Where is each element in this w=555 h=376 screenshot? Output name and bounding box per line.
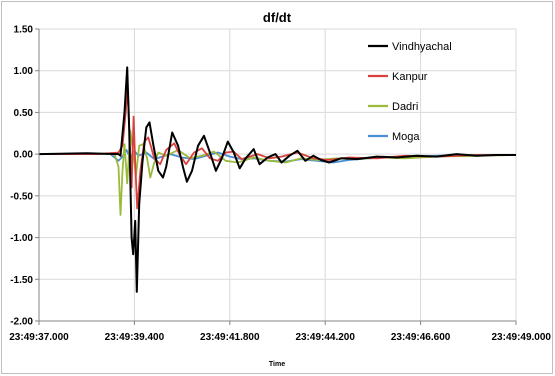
x-tick-label: 23:49:41.800 bbox=[200, 332, 260, 343]
y-tick-label: 0.50 bbox=[14, 108, 34, 119]
legend-label-vindhyachal: Vindhyachal bbox=[392, 41, 452, 53]
x-axis-ticks: 23:49:37.000 23:49:39.400 23:49:41.800 23:4… bbox=[9, 321, 551, 343]
y-tick-label: 1.50 bbox=[14, 25, 34, 36]
x-axis-label: Time bbox=[269, 361, 285, 368]
x-tick-label: 23:49:49.000 bbox=[492, 332, 552, 343]
x-tick-label: 23:49:46.600 bbox=[391, 332, 451, 343]
legend-label-dadri: Dadri bbox=[392, 101, 418, 113]
y-axis-ticks: 1.50 1.00 0.50 0.00 -0.50 -1.00 -1.50 -2.00 bbox=[10, 25, 39, 328]
series-line-vindhyachal bbox=[38, 66, 516, 293]
x-tick-label: 23:49:39.400 bbox=[105, 332, 165, 343]
chart-title: df/dt bbox=[263, 10, 292, 25]
gridlines bbox=[39, 28, 517, 321]
plot-area bbox=[39, 29, 516, 321]
x-tick-label: 23:49:44.200 bbox=[295, 332, 355, 343]
y-tick-label: 1.00 bbox=[14, 66, 34, 77]
legend-label-kanpur: Kanpur bbox=[392, 71, 428, 83]
series-lines bbox=[38, 66, 517, 293]
y-tick-label: -1.00 bbox=[10, 233, 33, 244]
x-tick-label: 23:49:37.000 bbox=[9, 332, 69, 343]
y-tick-label: -1.50 bbox=[10, 275, 33, 286]
y-tick-label: -2.00 bbox=[10, 317, 33, 328]
y-tick-label: 0.00 bbox=[14, 150, 34, 161]
legend-label-moga: Moga bbox=[392, 131, 420, 143]
y-tick-label: -0.50 bbox=[10, 191, 33, 202]
legend: Vindhyachal Kanpur Dadri Moga bbox=[368, 41, 452, 143]
